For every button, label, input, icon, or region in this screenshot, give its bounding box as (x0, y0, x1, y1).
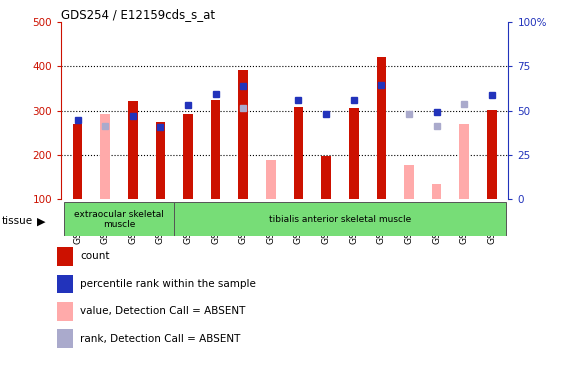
Bar (64, 202, 174, 236)
Bar (321, 156, 331, 199)
Bar (432, 184, 442, 199)
Bar (57, 302, 73, 321)
Bar (376, 57, 386, 199)
Bar (404, 165, 414, 199)
Text: rank, Detection Call = ABSENT: rank, Detection Call = ABSENT (80, 334, 241, 344)
Bar (73, 124, 83, 199)
Bar (183, 114, 193, 199)
Text: tissue: tissue (2, 216, 33, 227)
Bar (487, 110, 497, 199)
Bar (349, 108, 358, 199)
Bar (174, 202, 505, 236)
Bar (57, 247, 73, 266)
Text: value, Detection Call = ABSENT: value, Detection Call = ABSENT (80, 306, 246, 316)
Bar (211, 100, 220, 199)
Text: extraocular skeletal
muscle: extraocular skeletal muscle (74, 209, 164, 229)
Bar (156, 122, 165, 199)
Bar (128, 101, 138, 199)
Bar (101, 114, 110, 199)
Bar (57, 329, 73, 348)
Text: count: count (80, 251, 110, 261)
Text: GDS254 / E12159cds_s_at: GDS254 / E12159cds_s_at (61, 8, 215, 21)
Bar (266, 160, 276, 199)
Bar (460, 124, 469, 199)
Bar (238, 70, 248, 199)
Text: percentile rank within the sample: percentile rank within the sample (80, 279, 256, 289)
Bar (57, 274, 73, 293)
Bar (293, 107, 303, 199)
Text: ▶: ▶ (37, 216, 45, 227)
Text: tibialis anterior skeletal muscle: tibialis anterior skeletal muscle (269, 215, 411, 224)
